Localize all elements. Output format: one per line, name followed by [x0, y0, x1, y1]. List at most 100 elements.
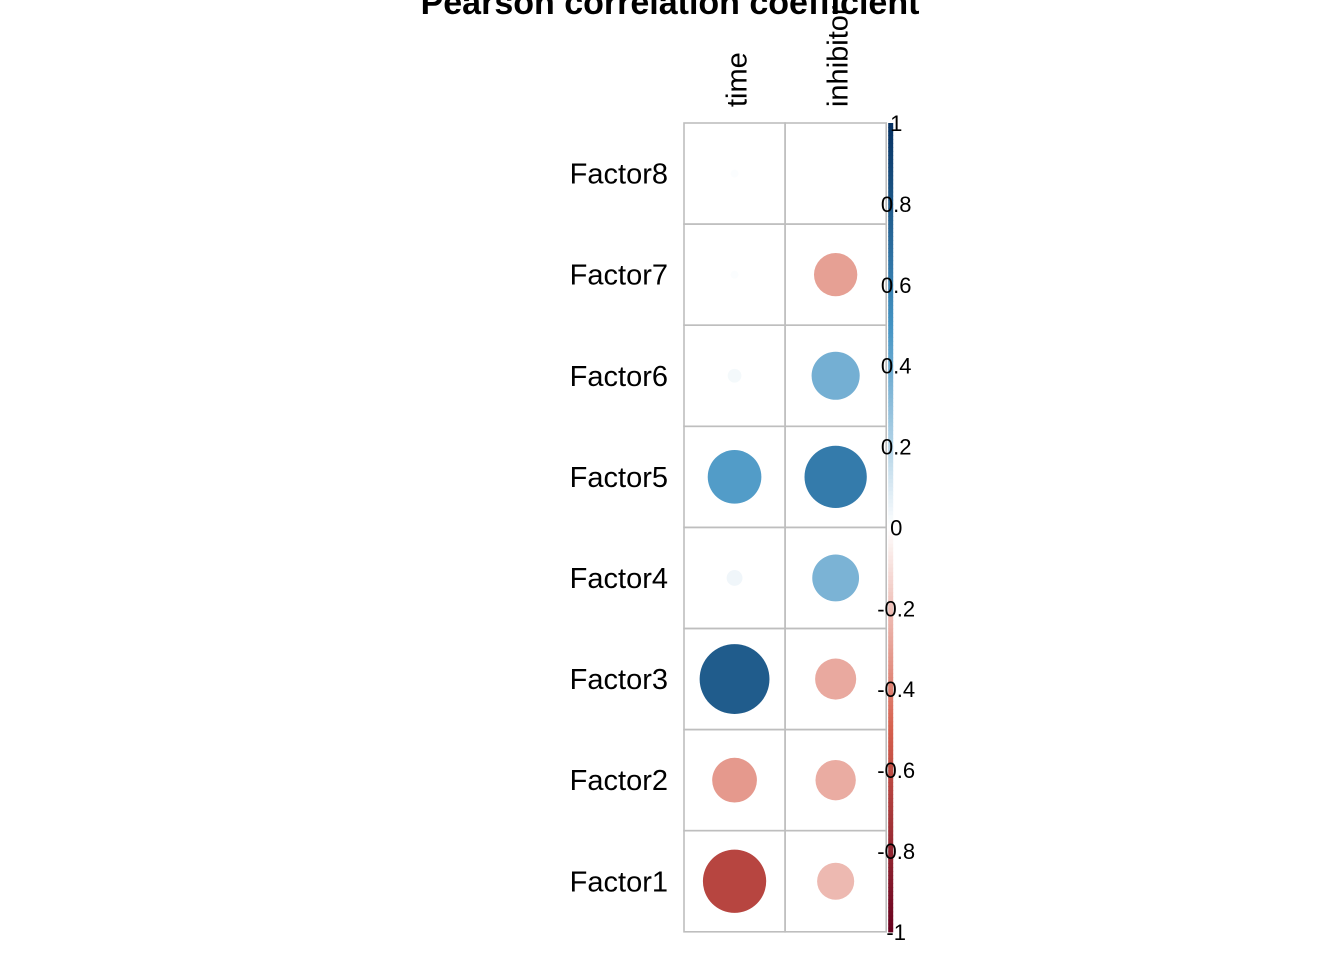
colorbar-segment	[888, 810, 894, 816]
colorbar-segment	[888, 276, 894, 282]
colorbar-segment	[888, 365, 894, 371]
grid-cell	[784, 122, 887, 225]
correlation-circle	[804, 445, 867, 508]
colorbar-segment	[888, 575, 894, 581]
colorbar: 1 0.8 0.6 0.4 0.2 0 -0.2 -0.4 -0.6 -0.8 -1	[877, 111, 915, 945]
colorbar-segment	[888, 321, 894, 326]
correlation-circles	[699, 169, 867, 913]
colorbar-segment	[888, 288, 894, 294]
colorbar-segment	[888, 535, 894, 541]
colorbar-segment	[888, 179, 894, 185]
colorbar-segment	[888, 677, 894, 682]
colorbar-segment	[888, 131, 894, 136]
column-labels: time inhibitor	[722, 5, 855, 107]
colorbar-segment	[888, 814, 894, 820]
colorbar-segment	[888, 216, 894, 221]
colorbar-segment	[888, 717, 894, 723]
colorbar-segment	[888, 191, 894, 197]
colorbar-segment	[888, 422, 894, 427]
colorbar-segment	[888, 127, 894, 132]
colorbar-segment	[888, 612, 894, 617]
colorbar-segment	[888, 879, 894, 884]
column-label: inhibitor	[823, 5, 855, 107]
row-label: Factor6	[570, 361, 668, 393]
colorbar-segment	[888, 911, 894, 917]
colorbar-segment	[888, 389, 894, 395]
row-label: Factor5	[570, 462, 668, 494]
colorbar-segment	[888, 563, 894, 569]
colorbar-segment	[888, 264, 894, 270]
colorbar-segment	[888, 329, 894, 334]
colorbar-segment	[888, 256, 894, 262]
colorbar-segment	[888, 693, 894, 698]
colorbar-segment	[888, 369, 894, 375]
colorbar-segment	[888, 240, 894, 245]
colorbar-segment	[888, 515, 894, 520]
colorbar-segment	[888, 248, 894, 254]
colorbar-segment	[888, 826, 894, 832]
correlation-circle	[730, 169, 739, 178]
colorbar-segment	[888, 163, 894, 169]
colorbar-segment	[888, 624, 894, 630]
colorbar-tick-label: -0.6	[877, 758, 915, 783]
colorbar-segment	[888, 729, 894, 735]
colorbar-segment	[888, 224, 894, 229]
colorbar-segment	[888, 685, 894, 690]
colorbar-segment	[888, 123, 894, 128]
colorbar-segment	[888, 600, 894, 605]
colorbar-segment	[888, 199, 894, 205]
colorbar-segment	[888, 260, 894, 266]
colorbar-segment	[888, 361, 894, 367]
colorbar-segment	[888, 406, 894, 411]
colorbar-tick-label: 0.4	[881, 354, 912, 379]
colorbar-segment	[888, 709, 894, 715]
chart-title: Pearson correlation coefficient	[421, 0, 920, 22]
colorbar-segment	[888, 838, 894, 844]
colorbar-segment	[888, 846, 894, 852]
colorbar-segment	[888, 373, 894, 379]
correlation-circle	[815, 759, 856, 801]
colorbar-segment	[888, 503, 894, 508]
colorbar-segment	[888, 410, 894, 415]
colorbar-segment	[888, 701, 894, 706]
colorbar-segment	[888, 794, 894, 799]
colorbar-segment	[888, 859, 894, 864]
colorbar-segment	[888, 203, 894, 209]
colorbar-segment	[888, 895, 894, 901]
colorbar-segment	[888, 628, 894, 634]
colorbar-segment	[888, 802, 894, 808]
colorbar-segment	[888, 761, 894, 767]
colorbar-segment	[888, 280, 894, 286]
colorbar-segment	[888, 592, 894, 597]
colorbar-segment	[888, 296, 894, 302]
colorbar-segment	[888, 620, 894, 626]
colorbar-segment	[888, 778, 894, 783]
colorbar-segment	[888, 507, 894, 512]
colorbar-segment	[888, 806, 894, 812]
correlation-circle	[707, 450, 762, 504]
colorbar-segment	[888, 543, 894, 549]
colorbar-segment	[888, 644, 894, 650]
colorbar-segment	[888, 187, 894, 193]
colorbar-segment	[888, 377, 894, 383]
colorbar-segment	[888, 139, 894, 144]
colorbar-segment	[888, 470, 894, 476]
colorbar-segment	[888, 652, 894, 658]
colorbar-segment	[888, 220, 894, 225]
colorbar-segment	[888, 551, 894, 557]
colorbar-segment	[888, 664, 894, 670]
colorbar-segment	[888, 863, 894, 868]
colorbar-segment	[888, 252, 894, 258]
colorbar-segment	[888, 818, 894, 824]
colorbar-segment	[888, 648, 894, 654]
colorbar-segment	[888, 317, 894, 322]
colorbar-segment	[888, 555, 894, 561]
colorbar-segment	[888, 442, 894, 448]
colorbar-segment	[888, 244, 894, 249]
row-label: Factor4	[570, 563, 668, 595]
colorbar-segment	[888, 697, 894, 702]
correlation-circle	[815, 658, 857, 700]
correlation-circle	[813, 252, 858, 297]
colorbar-segment	[888, 292, 894, 298]
colorbar-segment	[888, 450, 894, 456]
